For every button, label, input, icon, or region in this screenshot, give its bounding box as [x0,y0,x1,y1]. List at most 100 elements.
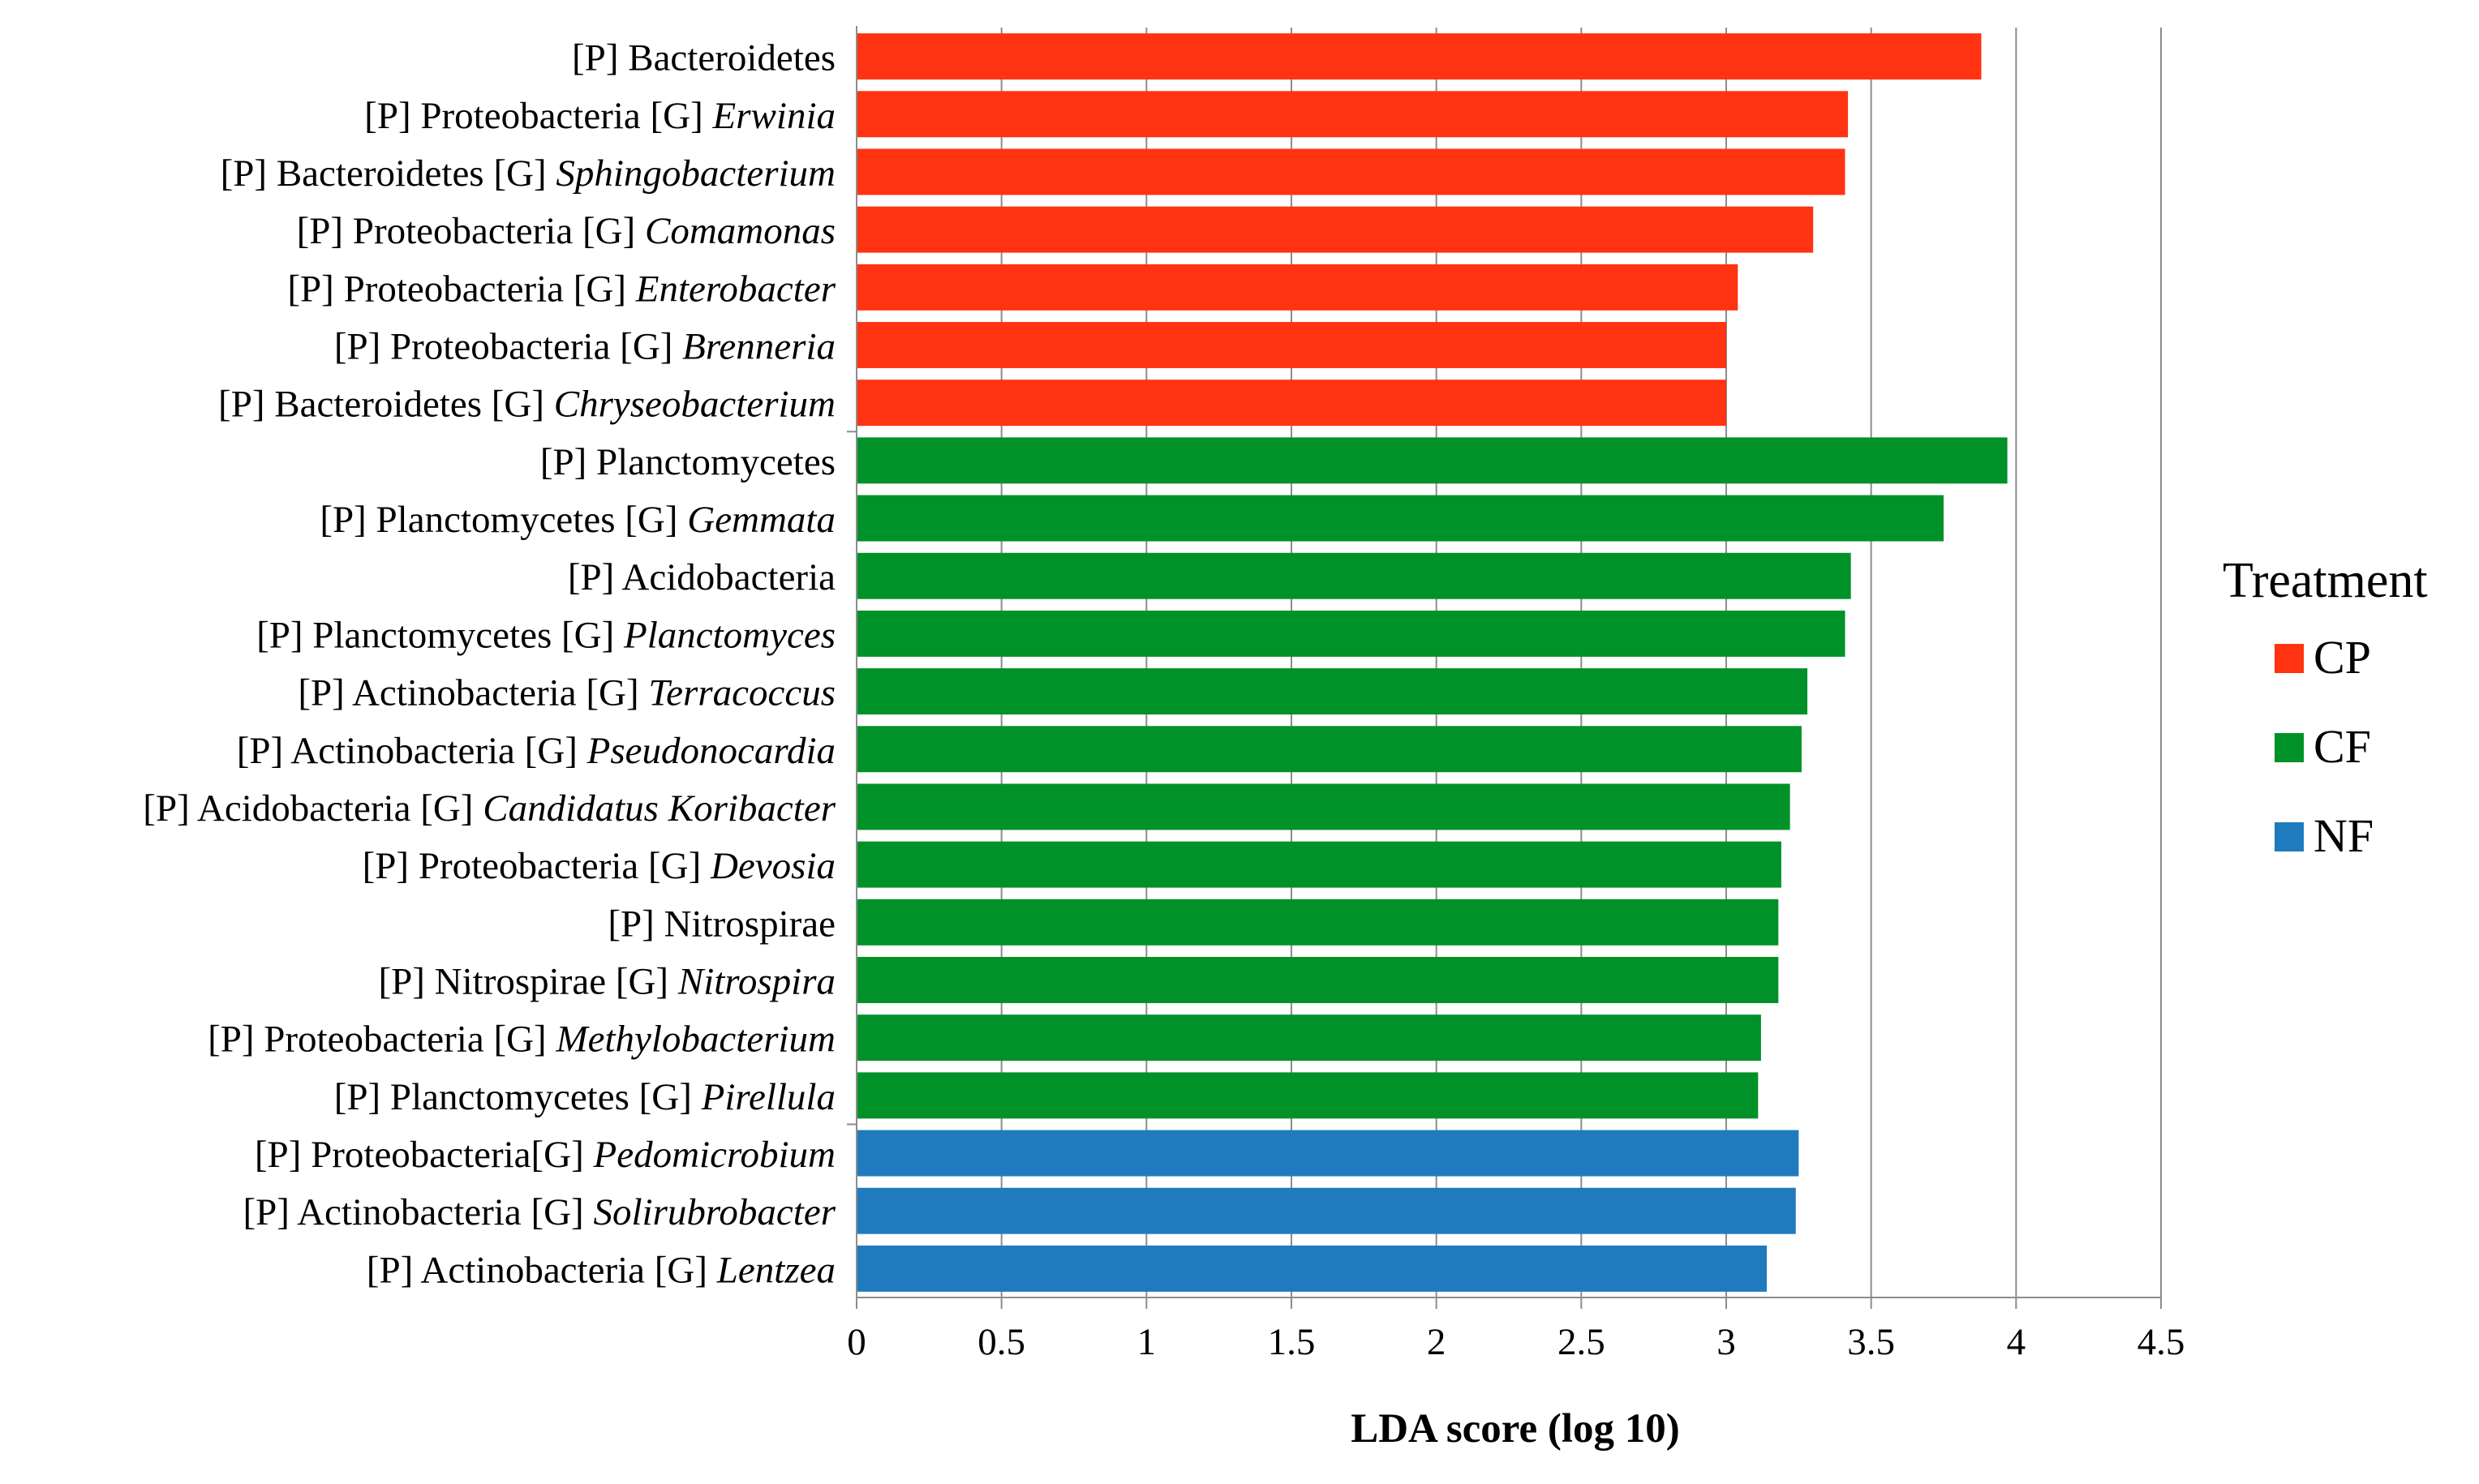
category-label: [P] Actinobacteria [G] Pseudonocardia [237,730,836,772]
x-tick-label: 2.5 [1557,1321,1605,1363]
category-label: [P] Planctomycetes [540,441,836,483]
x-tick-label: 3 [1716,1321,1736,1363]
legend-swatch-cf [2275,733,2304,762]
genus-label: Pirellula [701,1076,836,1118]
category-label: [P] Acidobacteria [G] Candidatus Koribac… [143,787,836,830]
phylum-label: [P] Nitrospirae [608,903,836,945]
genus-label: Candidatus Koribacter [483,787,836,830]
x-tick-label: 0 [847,1321,866,1363]
legend-label-nf: NF [2314,809,2374,862]
category-label: [P] Proteobacteria[G] Pedomicrobium [255,1134,836,1176]
x-tick-label: 2 [1427,1321,1446,1363]
category-label: [P] Nitrospirae [608,903,836,945]
phylum-label: [P] Planctomycetes [540,441,836,483]
bar-cp [857,148,1845,195]
legend-swatch-cp [2275,644,2304,673]
phylum-label: [P] Proteobacteria [G] [297,210,645,252]
category-label: [P] Proteobacteria [G] Enterobacter [287,268,836,310]
x-tick-labels: 0 0.5 1 1.5 2 2.5 3 3.5 4 4.5 [847,1321,2185,1363]
genus-label: Enterobacter [635,268,836,310]
phylum-label: [P] Proteobacteria [G] [364,95,712,137]
x-tick-label: 4.5 [2137,1321,2185,1363]
category-label: [P] Proteobacteria [G] Comamonas [297,210,836,252]
genus-label: Pedomicrobium [593,1134,836,1176]
bar-cf [857,899,1779,946]
category-label: [P] Bacteroidetes [572,37,836,79]
phylum-label: [P] Bacteroidetes [G] [221,152,556,195]
bar-nf [857,1187,1796,1234]
phylum-label: [P] Nitrospirae [G] [378,961,677,1003]
phylum-label: [P] Proteobacteria [G] [363,845,711,887]
genus-label: Comamonas [645,210,836,252]
phylum-label: [P] Proteobacteria [G] [287,268,635,310]
genus-label: Terracoccus [648,672,836,714]
genus-label: Nitrospira [677,961,836,1003]
bar-cp [857,206,1814,253]
category-label: [P] Nitrospirae [G] Nitrospira [378,961,836,1003]
bar-cf [857,1014,1761,1062]
bar-cf [857,552,1851,599]
category-label: [P] Bacteroidetes [G] Sphingobacterium [221,152,836,195]
axes [847,26,2162,1309]
category-label: [P] Proteobacteria [G] Erwinia [364,95,836,137]
legend-label-cp: CP [2314,631,2371,684]
category-label: [P] Planctomycetes [G] Pirellula [334,1076,836,1118]
bar-cp [857,322,1726,368]
category-labels: [P] Bacteroidetes [P] Proteobacteria [G] … [143,37,836,1292]
phylum-label: [P] Bacteroidetes [572,37,836,79]
phylum-label: [P] Planctomycetes [G] [320,499,687,541]
legend-swatch-nf [2275,822,2304,851]
category-label: [P] Proteobacteria [G] Methylobacterium [208,1019,836,1061]
phylum-label: [P] Acidobacteria [568,556,836,598]
genus-label: Chryseobacterium [554,384,836,426]
genus-label: Devosia [710,845,836,887]
phylum-label: [P] Planctomycetes [G] [256,614,624,656]
bar-cp [857,380,1726,427]
genus-label: Solirubrobacter [593,1191,836,1233]
x-tick-label: 3.5 [1847,1321,1895,1363]
genus-label: Sphingobacterium [556,152,836,195]
phylum-label: [P] Proteobacteria[G] [255,1134,594,1176]
phylum-label: [P] Actinobacteria [G] [243,1191,593,1233]
category-label: [P] Proteobacteria [G] Brenneria [334,326,836,368]
category-label: [P] Acidobacteria [568,556,836,598]
x-axis-title: LDA score (log 10) [1351,1406,1680,1452]
phylum-label: [P] Actinobacteria [G] [237,730,587,772]
genus-label: Pseudonocardia [586,730,836,772]
phylum-label: [P] Planctomycetes [G] [334,1076,702,1118]
phylum-label: [P] Proteobacteria [G] [208,1019,556,1061]
category-label: [P] Bacteroidetes [G] Chryseobacterium [218,384,836,426]
x-tick-label: 4 [2007,1321,2026,1363]
bar-nf [857,1245,1768,1292]
genus-label: Planctomyces [623,614,836,656]
x-tick-label: 1.5 [1268,1321,1316,1363]
bar-cf [857,957,1779,1003]
bar-cf [857,1072,1759,1119]
legend: Treatment CP CF NF [2223,553,2428,862]
x-tick-label: 1 [1137,1321,1157,1363]
phylum-label: [P] Proteobacteria [G] [334,326,682,368]
genus-label: Methylobacterium [555,1019,836,1061]
bar-nf [857,1130,1799,1177]
bar-cf [857,783,1790,830]
category-label: [P] Planctomycetes [G] Gemmata [320,499,836,541]
bar-cf [857,668,1808,715]
bar-cp [857,91,1849,138]
phylum-label: [P] Actinobacteria [G] [298,672,648,714]
category-label: [P] Proteobacteria [G] Devosia [363,845,836,887]
category-label: [P] Actinobacteria [G] Lentzea [367,1249,836,1291]
bar-cf [857,495,1944,542]
phylum-label: [P] Actinobacteria [G] [367,1249,717,1291]
phylum-label: [P] Bacteroidetes [G] [218,384,554,426]
genus-label: Gemmata [687,499,836,541]
genus-label: Brenneria [682,326,836,368]
legend-label-cf: CF [2314,720,2371,773]
genus-label: Erwinia [712,95,836,137]
bar-cf [857,437,2008,484]
category-label: [P] Actinobacteria [G] Terracoccus [298,672,836,714]
bars [857,33,2008,1292]
bar-cf [857,610,1845,657]
genus-label: Lentzea [716,1249,836,1291]
bar-cf [857,841,1781,888]
